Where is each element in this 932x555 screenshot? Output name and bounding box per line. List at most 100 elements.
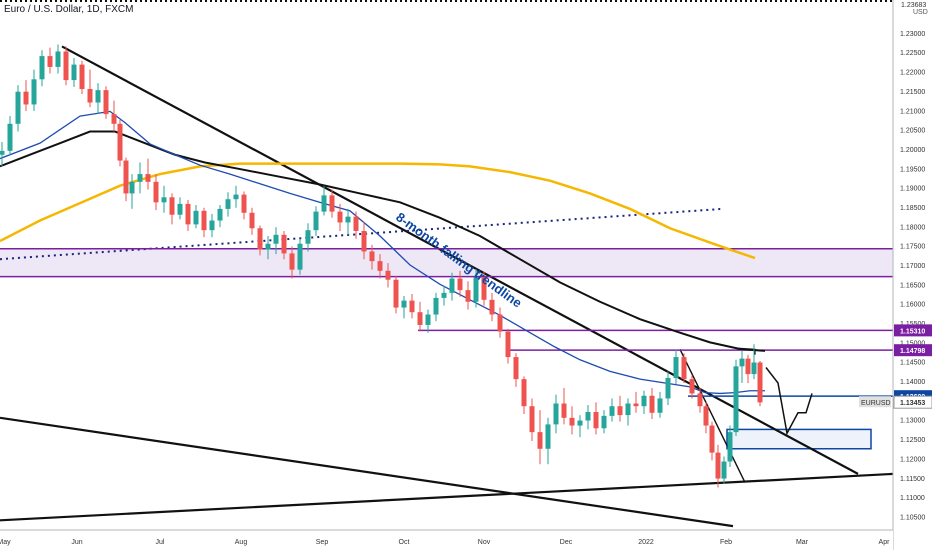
candle-body-59 xyxy=(465,290,471,302)
candle-body-60 xyxy=(473,277,479,302)
candle-body-10 xyxy=(79,64,85,89)
candle-body-91 xyxy=(715,452,721,479)
y-tick-label-12: 1.17000 xyxy=(900,263,925,270)
candle-body-22 xyxy=(169,197,175,215)
candle-body-6 xyxy=(47,56,53,67)
candle-body-21 xyxy=(161,197,167,203)
candle-body-61 xyxy=(481,277,487,300)
y-tick-label-22: 1.12000 xyxy=(900,456,925,463)
top-price-label: 1.23683 xyxy=(901,2,926,9)
y-tick-label-20: 1.13000 xyxy=(900,418,925,425)
candle-body-25 xyxy=(193,210,199,225)
candle-body-29 xyxy=(225,199,231,209)
candle-body-58 xyxy=(457,278,463,291)
candle-body-87 xyxy=(689,379,695,394)
price-tag-text-1: 1.14798 xyxy=(900,348,925,355)
candle-body-27 xyxy=(209,220,215,231)
candle-body-42 xyxy=(329,195,335,212)
candle-body-40 xyxy=(313,211,319,231)
x-tick-label-4: Sep xyxy=(316,539,329,546)
candle-body-78 xyxy=(617,406,623,416)
x-tick-label-7: Dec xyxy=(560,539,573,546)
candle-body-1 xyxy=(7,123,13,151)
drawn-line-3 xyxy=(679,349,746,483)
candle-body-75 xyxy=(593,412,599,429)
candle-body-3 xyxy=(23,91,29,105)
y-tick-label-25: 1.10500 xyxy=(900,514,925,521)
candle-body-89 xyxy=(703,406,709,426)
candle-body-68 xyxy=(537,432,543,449)
y-tick-label-10: 1.18000 xyxy=(900,224,925,231)
candle-body-19 xyxy=(145,174,151,182)
y-tick-label-24: 1.11000 xyxy=(900,495,925,502)
candle-body-80 xyxy=(633,403,639,407)
candle-body-16 xyxy=(123,160,129,194)
price-tag-3 xyxy=(893,395,932,409)
x-axis-panel xyxy=(0,530,893,550)
candle-body-90 xyxy=(709,425,715,453)
x-tick-label-6: Nov xyxy=(478,539,491,546)
candle-body-54 xyxy=(425,314,431,325)
candle-body-52 xyxy=(409,300,415,313)
x-tick-label-5: Oct xyxy=(399,539,410,546)
candle-body-11 xyxy=(87,88,93,103)
candle-body-30 xyxy=(233,194,239,200)
x-tick-label-0: May xyxy=(0,539,11,546)
drawn-line-2 xyxy=(0,472,894,522)
candle-body-79 xyxy=(625,403,631,416)
candle-body-32 xyxy=(249,212,255,229)
candle-body-96 xyxy=(745,358,751,375)
candle-body-44 xyxy=(345,216,351,223)
y-tick-label-14: 1.16000 xyxy=(900,302,925,309)
candle-body-72 xyxy=(569,417,575,426)
currency-label: USD xyxy=(913,9,928,16)
candle-body-50 xyxy=(393,279,399,308)
candle-body-51 xyxy=(401,300,407,308)
candle-body-84 xyxy=(665,377,671,399)
candle-body-83 xyxy=(657,398,663,413)
candle-body-71 xyxy=(561,403,567,418)
candle-body-4 xyxy=(31,79,37,105)
x-tick-label-9: Feb xyxy=(720,539,732,546)
y-tick-label-7: 1.19500 xyxy=(900,166,925,173)
y-tick-label-17: 1.14500 xyxy=(900,360,925,367)
candle-body-65 xyxy=(513,357,519,380)
candle-body-74 xyxy=(585,412,591,421)
price-tag-0 xyxy=(894,324,932,337)
y-tick-label-13: 1.16500 xyxy=(900,282,925,289)
candle-body-47 xyxy=(369,251,375,262)
y-tick-label-21: 1.12500 xyxy=(900,437,925,444)
x-tick-label-2: Jul xyxy=(156,539,165,546)
x-tick-label-8: 2022 xyxy=(638,539,654,546)
y-tick-label-3: 1.21500 xyxy=(900,89,925,96)
candle-body-92 xyxy=(721,461,727,479)
candle-body-69 xyxy=(545,424,551,449)
price-tag-1 xyxy=(894,344,932,357)
y-axis-panel xyxy=(893,0,932,550)
candle-body-17 xyxy=(129,181,135,194)
candle-body-20 xyxy=(153,181,159,203)
candle-body-38 xyxy=(297,243,303,270)
candle-body-18 xyxy=(137,174,143,182)
ma-mid-line xyxy=(0,130,766,352)
candle-body-64 xyxy=(505,331,511,358)
candle-body-56 xyxy=(441,292,447,298)
y-tick-label-9: 1.18500 xyxy=(900,205,925,212)
symbol-tag-text: EURUSD xyxy=(861,400,891,407)
candle-body-53 xyxy=(417,312,423,325)
candle-body-36 xyxy=(281,234,287,254)
candle-body-67 xyxy=(529,406,535,433)
candle-body-9 xyxy=(71,64,77,81)
drawn-line-0 xyxy=(61,45,859,475)
price-tag-text-0: 1.15310 xyxy=(900,328,925,335)
candle-body-33 xyxy=(257,228,263,250)
y-tick-label-4: 1.21000 xyxy=(900,108,925,115)
x-tick-label-1: Jun xyxy=(71,539,82,546)
candle-body-35 xyxy=(273,234,279,244)
y-tick-label-1: 1.22500 xyxy=(900,50,925,57)
candle-body-0 xyxy=(0,150,5,155)
drawn-line-4 xyxy=(0,207,723,261)
drawn-line-11 xyxy=(765,367,813,436)
candle-body-98 xyxy=(757,362,763,403)
